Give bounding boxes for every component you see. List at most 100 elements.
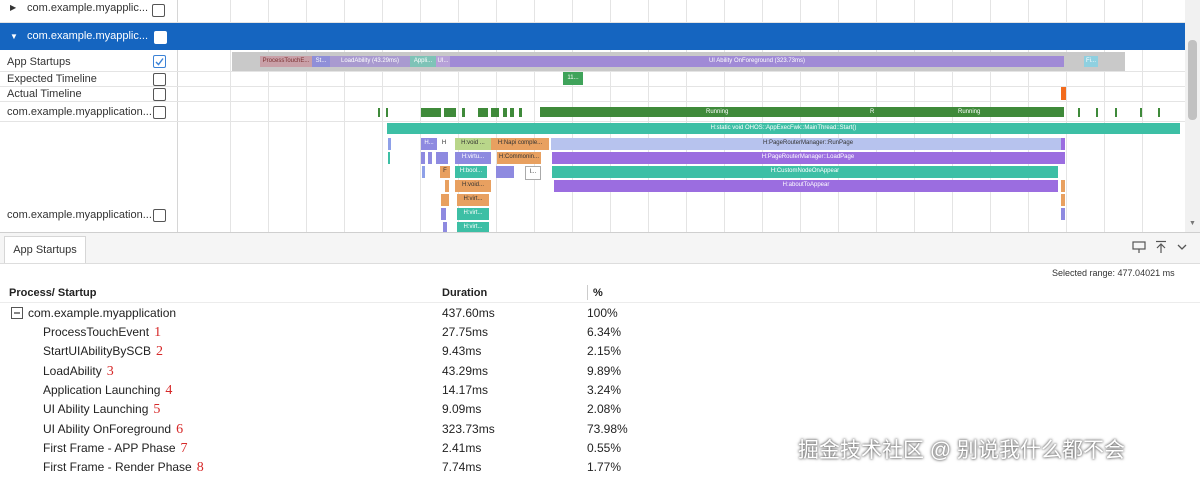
grid-line xyxy=(344,0,345,232)
call-slice-run-page[interactable]: H:PageRouterManager::RunPage xyxy=(551,138,1065,150)
column-divider[interactable] xyxy=(587,285,588,300)
row-name: LoadAbility xyxy=(43,364,102,378)
table-row-root[interactable]: com.example.myapplication 437.60ms 100% xyxy=(0,304,700,323)
app-startups-row[interactable]: App Startups xyxy=(0,52,177,72)
scroll-down-arrow-icon[interactable]: ▼ xyxy=(1189,220,1196,227)
call-slice-void[interactable]: H:void... xyxy=(455,180,491,192)
row-name: com.example.myapplication xyxy=(28,306,177,320)
running-segment-long[interactable]: Running R Running xyxy=(540,107,1064,117)
process-row-label: com.example.myapplic... xyxy=(27,2,149,14)
table-row[interactable]: First Frame - APP Phase 7 2.41ms 0.55% xyxy=(0,439,700,458)
grid-line xyxy=(306,0,307,232)
running-segment xyxy=(444,108,456,117)
startup-bar-process-touch[interactable]: ProcessTouchE... xyxy=(260,56,312,67)
table-row[interactable]: LoadAbility 3 43.29ms 9.89% xyxy=(0,362,700,381)
call-slice-virt[interactable]: H:virt... xyxy=(457,222,489,232)
table-row[interactable]: First Frame - Render Phase 8 7.74ms 1.77% xyxy=(0,458,700,477)
call-slice[interactable]: H... xyxy=(421,138,437,150)
call-slice-virt[interactable]: H:virt... xyxy=(457,208,489,220)
grid-line xyxy=(458,0,459,232)
watermark-text: 掘金技术社区 @ 别说我什么都不会 xyxy=(798,439,1125,462)
row-marker: 5 xyxy=(153,402,161,417)
row-marker: 1 xyxy=(154,325,162,340)
row-checkbox[interactable] xyxy=(153,73,166,86)
running-tick xyxy=(386,108,388,117)
running-segment xyxy=(421,108,441,117)
startup-bar-first-frame[interactable]: Fi... xyxy=(1084,56,1098,67)
table-row[interactable]: ProcessTouchEvent 1 27.75ms 6.34% xyxy=(0,323,700,342)
row-checkbox[interactable] xyxy=(154,31,167,44)
tab-app-startups[interactable]: App Startups xyxy=(4,236,86,263)
grid-line xyxy=(1142,0,1143,232)
callstack-main-thread-start[interactable]: H:static void OHOS::AppExecFwk::MainThre… xyxy=(387,123,1180,134)
actual-timeline-row[interactable]: Actual Timeline xyxy=(0,87,177,102)
table-row[interactable]: UI Ability Launching 5 9.09ms 2.08% xyxy=(0,400,700,419)
expected-frame-bar[interactable]: 11... xyxy=(563,72,583,85)
row-checkbox[interactable] xyxy=(153,106,166,119)
column-header-percent[interactable]: % xyxy=(593,287,603,299)
call-slice-virtu[interactable]: H:virtu... xyxy=(455,152,491,164)
call-slice-bool[interactable]: H:bool... xyxy=(455,166,487,178)
row-divider xyxy=(0,22,1185,23)
call-slice xyxy=(1061,208,1065,220)
caret-down-icon[interactable]: ▼ xyxy=(10,32,18,41)
call-slice-void[interactable]: H:void ... xyxy=(455,138,491,150)
running-tick xyxy=(378,108,380,117)
call-slice-common[interactable]: H:Commonin... xyxy=(497,152,541,164)
row-label: com.example.myapplication... xyxy=(7,209,152,221)
call-slice xyxy=(388,152,390,164)
table-row[interactable]: Application Launching 4 14.17ms 3.24% xyxy=(0,381,700,400)
call-slice[interactable]: l... xyxy=(525,166,541,180)
collapse-minus-icon[interactable] xyxy=(11,307,23,319)
row-duration: 2.41ms xyxy=(442,441,482,455)
startup-bar-load-ability[interactable]: LoadAbility (43.29ms) xyxy=(330,56,410,67)
call-slice-virt[interactable]: H:virt... xyxy=(457,194,489,206)
call-slice-custom-node[interactable]: H:CustomNodeOnAppear xyxy=(552,166,1058,178)
startup-bar-ui-ability-onforeground[interactable]: UI Ability OnForeground (323.73ms) xyxy=(450,56,1064,67)
process-row-collapsed[interactable]: ▶ com.example.myapplic... xyxy=(0,0,177,22)
maximize-up-icon[interactable] xyxy=(1155,240,1167,254)
startup-bar-application-launching[interactable]: Appli... xyxy=(410,56,436,67)
thread-row[interactable]: com.example.myapplication... xyxy=(0,102,177,122)
startup-bar-ui-ability-launching[interactable]: UI... xyxy=(436,56,450,67)
running-segment xyxy=(491,108,499,117)
row-divider xyxy=(0,101,1185,102)
grid-line xyxy=(1066,0,1067,232)
running-tick xyxy=(462,108,465,117)
pin-icon[interactable] xyxy=(1132,240,1146,254)
call-slice-napi[interactable]: H:Napi comple... xyxy=(491,138,549,150)
table-row[interactable]: UI Ability OnForeground 6 323.73ms 73.98% xyxy=(0,420,700,439)
process-row-selected[interactable]: ▼ com.example.myapplic... xyxy=(0,23,1185,50)
call-slice xyxy=(1061,180,1065,192)
expected-timeline-row[interactable]: Expected Timeline xyxy=(0,72,177,87)
grid-line xyxy=(268,0,269,232)
call-slice[interactable]: F xyxy=(440,166,450,178)
row-checkbox[interactable] xyxy=(153,88,166,101)
row-duration: 43.29ms xyxy=(442,364,489,378)
startup-bar-start-ui-ability[interactable]: St... xyxy=(312,56,330,67)
call-slice[interactable]: H xyxy=(438,138,450,150)
call-slice xyxy=(422,166,425,178)
row-marker: 6 xyxy=(176,422,184,437)
column-header-process[interactable]: Process/ Startup xyxy=(9,287,97,299)
row-checkbox-checked[interactable] xyxy=(153,55,166,68)
table-row[interactable]: StartUIAbilityBySCB 2 9.43ms 2.15% xyxy=(0,342,700,361)
call-slice-load-page[interactable]: H:PageRouterManager::LoadPage xyxy=(552,152,1064,164)
caret-right-icon[interactable]: ▶ xyxy=(10,3,17,12)
call-slice-about-to-appear[interactable]: H:aboutToAppear xyxy=(554,180,1058,192)
running-label: Running xyxy=(706,109,729,115)
chevron-down-icon[interactable] xyxy=(1176,241,1188,253)
running-tick xyxy=(503,108,507,117)
grid-line xyxy=(534,0,535,232)
row-duration: 9.09ms xyxy=(442,402,482,416)
row-checkbox[interactable] xyxy=(153,209,166,222)
vertical-scrollbar[interactable]: ▼ xyxy=(1185,0,1200,232)
row-label: Actual Timeline xyxy=(7,88,82,100)
call-slice xyxy=(1061,152,1065,164)
row-duration: 323.73ms xyxy=(442,422,495,436)
scrollbar-thumb[interactable] xyxy=(1188,40,1197,120)
callstack-row[interactable]: com.example.myapplication... xyxy=(0,205,177,225)
actual-frame-marker[interactable] xyxy=(1061,87,1066,100)
row-checkbox[interactable] xyxy=(152,4,165,17)
column-header-duration[interactable]: Duration xyxy=(442,287,488,299)
